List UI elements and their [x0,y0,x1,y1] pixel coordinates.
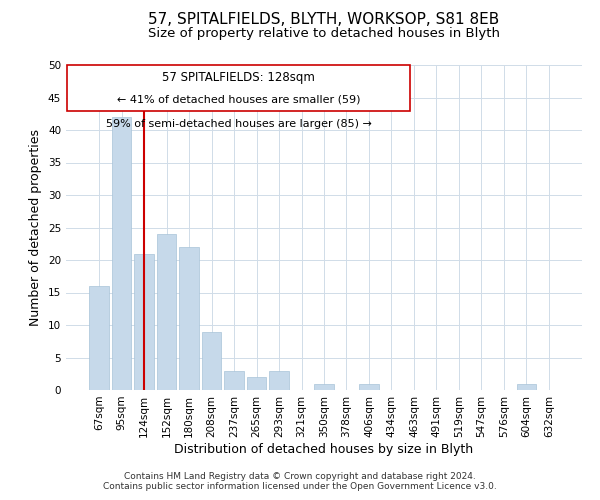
FancyBboxPatch shape [67,65,410,110]
Bar [112,117,131,390]
Bar [134,254,154,390]
Text: 57, SPITALFIELDS, BLYTH, WORKSOP, S81 8EB: 57, SPITALFIELDS, BLYTH, WORKSOP, S81 8E… [148,12,500,28]
Text: Contains public sector information licensed under the Open Government Licence v3: Contains public sector information licen… [103,482,497,491]
Bar [157,234,176,390]
Bar [224,370,244,390]
Bar [202,332,221,390]
Bar [359,384,379,390]
Text: 57 SPITALFIELDS: 128sqm: 57 SPITALFIELDS: 128sqm [162,72,315,85]
Text: Contains HM Land Registry data © Crown copyright and database right 2024.: Contains HM Land Registry data © Crown c… [124,472,476,481]
Bar [517,384,536,390]
Text: 59% of semi-detached houses are larger (85) →: 59% of semi-detached houses are larger (… [106,118,371,128]
Text: Size of property relative to detached houses in Blyth: Size of property relative to detached ho… [148,28,500,40]
Bar [179,247,199,390]
Text: ← 41% of detached houses are smaller (59): ← 41% of detached houses are smaller (59… [117,95,361,105]
Bar [247,377,266,390]
Bar [314,384,334,390]
Bar [89,286,109,390]
Bar [269,370,289,390]
X-axis label: Distribution of detached houses by size in Blyth: Distribution of detached houses by size … [175,442,473,456]
Y-axis label: Number of detached properties: Number of detached properties [29,129,43,326]
